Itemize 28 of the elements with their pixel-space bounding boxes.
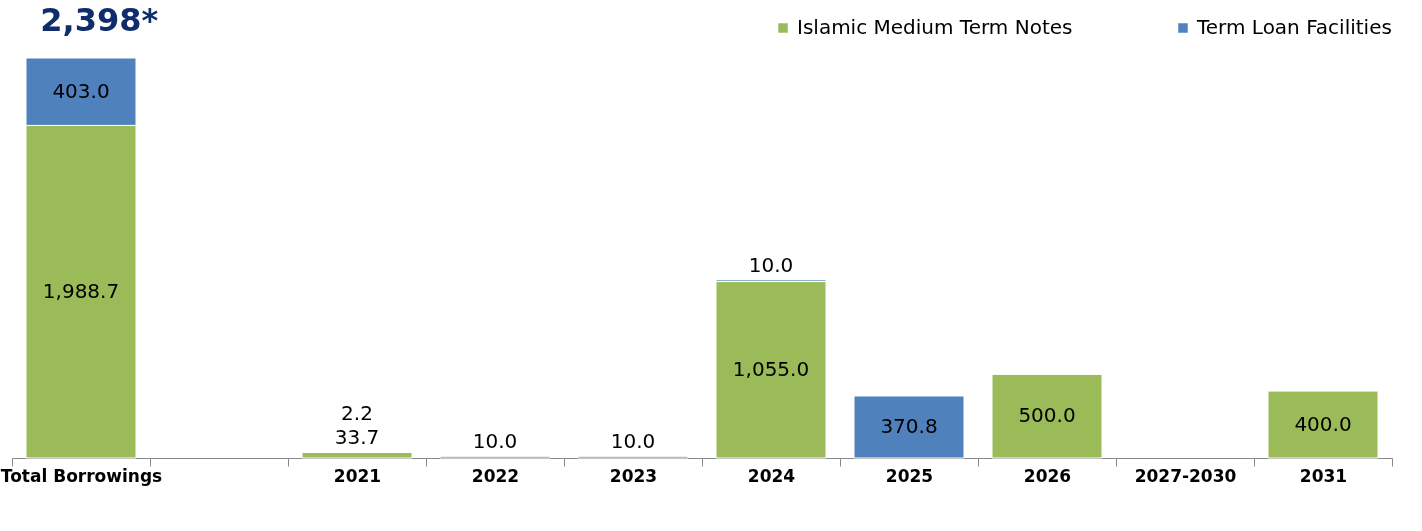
legend-label: Islamic Medium Term Notes (797, 15, 1073, 39)
chart-title: 2,398* (40, 1, 159, 39)
bar (991, 373, 1103, 459)
data-label: 33.7 (334, 425, 380, 449)
x-tick-label: Total Borrowings (0, 465, 163, 486)
data-label: 400.0 (1294, 411, 1352, 436)
bar (1267, 390, 1379, 459)
data-label: 1,988.7 (42, 278, 120, 303)
bar (853, 395, 965, 459)
x-tick-label: 2023 (609, 465, 658, 486)
data-label: 10.0 (610, 429, 656, 454)
x-tick-label: 2022 (471, 465, 520, 486)
data-label: 500.0 (1018, 403, 1076, 428)
x-tick-label: 2021 (333, 465, 382, 486)
data-label: 10.0 (472, 429, 518, 454)
x-tick-label: 2025 (885, 465, 934, 486)
x-tick-label: 2027-2030 (1134, 465, 1237, 486)
x-tick-label: 2026 (1023, 465, 1072, 486)
legend-label: Term Loan Facilities (1196, 15, 1392, 39)
bar (715, 281, 827, 459)
data-label: 1,055.0 (732, 356, 810, 381)
data-label: 2.2 (341, 401, 373, 425)
x-tick-label: 2031 (1299, 465, 1348, 486)
data-label: 370.8 (880, 413, 938, 438)
data-label: 403.0 (52, 78, 110, 103)
bar (301, 451, 413, 459)
data-label: 10.0 (748, 252, 794, 277)
x-tick-label: 2024 (747, 465, 796, 486)
